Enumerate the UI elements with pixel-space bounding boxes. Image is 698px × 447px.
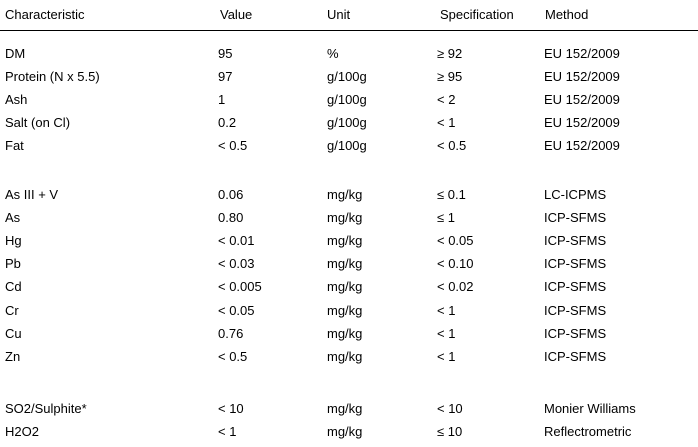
cell-unit: g/100g [327, 138, 367, 154]
cell-specification: < 0.02 [437, 279, 474, 295]
cell-specification: < 1 [437, 348, 456, 364]
cell-characteristic: Pb [5, 256, 21, 272]
cell-specification: ≤ 0.1 [437, 187, 466, 202]
table-row: Zn < 0.5 mg/kg < 1 ICP-SFMS [0, 348, 698, 370]
cell-value: 0.76 [218, 325, 244, 341]
cell-specification: ≤ 10 [437, 424, 463, 440]
cell-characteristic: Ash [5, 92, 28, 108]
cell-unit: mg/kg [327, 325, 363, 341]
cell-unit: mg/kg [327, 424, 363, 440]
cell-specification: ≥ 95 [437, 69, 463, 85]
cell-method: EU 152/2009 [544, 69, 620, 85]
table-row: Ash 1 g/100g < 2 EU 152/2009 [0, 91, 698, 113]
cell-value: < 0.05 [218, 302, 255, 318]
cell-value: < 0.005 [218, 279, 262, 295]
table-row: Salt (on Cl) 0.2 g/100g < 1 EU 152/2009 [0, 114, 698, 136]
cell-characteristic: As [5, 210, 21, 226]
table-row: As 0.80 mg/kg ≤ 1 ICP-SFMS [0, 209, 698, 231]
table-row: Cr < 0.05 mg/kg < 1 ICP-SFMS [0, 302, 698, 324]
table-row: SO2/Sulphite* < 10 mg/kg < 10 Monier William… [0, 400, 698, 422]
header-unit: Unit [327, 7, 351, 22]
header-specification: Specification [440, 7, 514, 22]
cell-specification: < 0.5 [437, 138, 467, 154]
cell-specification: ≥ 92 [437, 46, 463, 61]
cell-unit: g/100g [327, 115, 367, 131]
cell-method: Reflectrometric [544, 424, 632, 440]
cell-characteristic: Cd [5, 279, 22, 295]
header-method: Method [545, 7, 589, 22]
cell-characteristic: Cu [5, 325, 22, 341]
cell-characteristic: Cr [5, 302, 19, 318]
cell-method: EU 152/2009 [544, 92, 620, 108]
cell-value: 0.2 [218, 115, 237, 131]
cell-specification: < 1 [437, 302, 456, 318]
cell-value: < 0.01 [218, 233, 255, 249]
cell-value: 0.06 [218, 187, 244, 202]
cell-specification: < 1 [437, 115, 456, 131]
table-row: As III + V 0.06 mg/kg ≤ 0.1 LC-ICPMS [0, 186, 698, 208]
cell-characteristic: Protein (N x 5.5) [5, 69, 100, 85]
cell-unit: mg/kg [327, 187, 363, 202]
cell-unit: mg/kg [327, 233, 363, 249]
table-row: Fat < 0.5 g/100g < 0.5 EU 152/2009 [0, 137, 698, 159]
cell-characteristic: Fat [5, 138, 24, 154]
cell-unit: mg/kg [327, 302, 363, 318]
header-rule [0, 30, 698, 31]
cell-method: ICP-SFMS [544, 325, 607, 341]
cell-value: < 0.5 [218, 138, 248, 154]
cell-specification: < 10 [437, 401, 463, 416]
cell-characteristic: As III + V [5, 187, 59, 202]
cell-value: 0.80 [218, 210, 244, 226]
cell-method: ICP-SFMS [544, 256, 607, 272]
cell-method: ICP-SFMS [544, 210, 607, 226]
cell-method: ICP-SFMS [544, 302, 607, 318]
cell-unit: mg/kg [327, 401, 363, 416]
cell-unit: % [327, 46, 339, 61]
cell-method: ICP-SFMS [544, 348, 607, 364]
table-row: Cu 0.76 mg/kg < 1 ICP-SFMS [0, 325, 698, 347]
cell-value: 97 [218, 69, 233, 85]
cell-characteristic: Hg [5, 233, 22, 249]
table-row: Cd < 0.005 mg/kg < 0.02 ICP-SFMS [0, 278, 698, 300]
cell-specification: < 0.05 [437, 233, 474, 249]
table-row: Protein (N x 5.5) 97 g/100g ≥ 95 EU 152/2009 [0, 68, 698, 90]
cell-specification: < 1 [437, 325, 456, 341]
cell-unit: g/100g [327, 92, 367, 108]
cell-specification: < 2 [437, 92, 456, 108]
cell-characteristic: DM [5, 46, 26, 61]
cell-value: < 1 [218, 424, 237, 440]
cell-value: 95 [218, 46, 233, 61]
cell-specification: ≤ 1 [437, 210, 455, 226]
table-row: H2O2 < 1 mg/kg ≤ 10 Reflectrometric [0, 423, 698, 445]
table-row: Pb < 0.03 mg/kg < 0.10 ICP-SFMS [0, 255, 698, 277]
cell-characteristic: H2O2 [5, 424, 39, 440]
cell-value: 1 [218, 92, 226, 108]
cell-characteristic: Salt (on Cl) [5, 115, 71, 131]
cell-value: < 0.03 [218, 256, 255, 272]
cell-characteristic: Zn [5, 348, 21, 364]
header-characteristic: Characteristic [5, 7, 85, 22]
cell-method: ICP-SFMS [544, 233, 607, 249]
cell-method: Monier Williams [544, 401, 636, 416]
cell-method: LC-ICPMS [544, 187, 607, 202]
cell-method: EU 152/2009 [544, 138, 620, 154]
cell-value: < 0.5 [218, 348, 248, 364]
cell-unit: mg/kg [327, 256, 363, 272]
cell-unit: mg/kg [327, 210, 363, 226]
cell-unit: mg/kg [327, 348, 363, 364]
cell-characteristic: SO2/Sulphite* [5, 401, 87, 416]
cell-specification: < 0.10 [437, 256, 474, 272]
table-row: DM 95% ≥ 92 EU 152/2009 [0, 45, 698, 67]
header-value: Value [220, 7, 253, 22]
cell-method: EU 152/2009 [544, 115, 620, 131]
cell-method: ICP-SFMS [544, 279, 607, 295]
table-row: Hg < 0.01 mg/kg < 0.05 ICP-SFMS [0, 232, 698, 254]
cell-method: EU 152/2009 [544, 46, 620, 61]
cell-unit: g/100g [327, 69, 367, 85]
table-header: Characteristic Value Unit Specification … [0, 0, 698, 31]
cell-value: < 10 [218, 401, 244, 416]
cell-unit: mg/kg [327, 279, 363, 295]
